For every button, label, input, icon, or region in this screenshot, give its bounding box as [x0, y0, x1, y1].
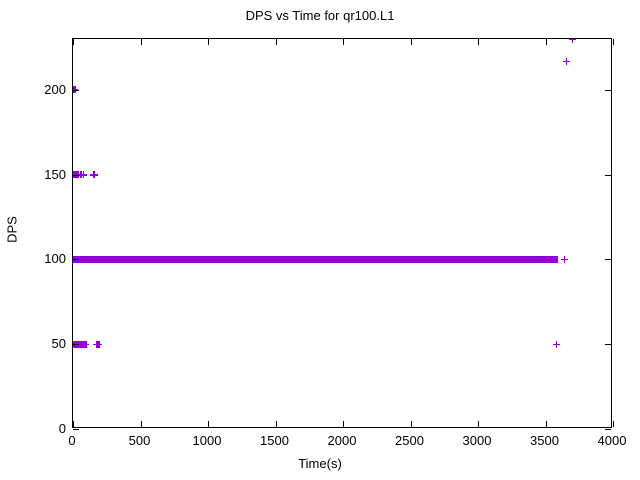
x-tick-mark [478, 421, 479, 427]
y-tick-mark-right [605, 259, 611, 261]
x-tick-mark-top [410, 39, 412, 45]
x-tick-mark-top [208, 39, 209, 45]
x-tick-label: 1500 [260, 433, 289, 448]
data-point [95, 340, 103, 348]
x-tick-label: 0 [68, 433, 76, 448]
y-tick-mark [73, 429, 79, 430]
y-tick-label: 50 [51, 336, 66, 352]
x-tick-label: 4000 [597, 433, 627, 448]
data-point [89, 171, 97, 179]
y-tick-label: 200 [44, 81, 66, 97]
x-axis-title: Time(s) [298, 456, 342, 471]
data-point [91, 171, 99, 179]
data-point [560, 255, 568, 263]
dense-data-band [73, 255, 559, 263]
x-tick-label: 3500 [530, 433, 559, 448]
data-point [79, 171, 87, 179]
data-series-layer [73, 39, 611, 427]
y-tick-mark [73, 259, 79, 261]
data-point [80, 340, 88, 348]
x-tick-mark [613, 421, 614, 427]
y-tick-label: 0 [58, 421, 66, 436]
x-tick-mark [208, 421, 209, 427]
x-tick-label: 2000 [327, 433, 357, 448]
x-tick-mark [343, 421, 344, 427]
x-tick-label: 3000 [462, 433, 492, 448]
x-tick-mark [410, 421, 412, 427]
y-tick-mark [73, 174, 79, 176]
x-tick-label: 2500 [395, 433, 424, 448]
x-tick-mark-top [73, 39, 74, 45]
x-tick-mark-top [343, 39, 344, 45]
x-tick-mark-top [140, 39, 142, 45]
data-point [78, 340, 86, 348]
plot-area [72, 38, 614, 430]
x-tick-mark [275, 421, 277, 427]
y-axis-title: DPS [4, 216, 20, 243]
data-point [569, 39, 576, 43]
data-point [552, 340, 560, 348]
y-tick-label: 100 [44, 251, 66, 267]
x-tick-label: 1000 [192, 433, 222, 448]
y-tick-mark [73, 344, 79, 346]
x-tick-mark-top [545, 39, 547, 45]
y-tick-mark-right [605, 344, 611, 346]
x-tick-mark-top [613, 39, 614, 45]
x-tick-mark [73, 421, 74, 427]
x-tick-mark [140, 421, 142, 427]
data-point [82, 340, 90, 348]
y-tick-mark [73, 89, 79, 91]
chart-title: DPS vs Time for qr100.L1 [245, 8, 395, 23]
y-tick-mark-right [605, 89, 611, 91]
x-tick-mark-top [478, 39, 479, 45]
x-tick-label: 500 [128, 433, 151, 448]
data-point [78, 171, 85, 179]
x-tick-mark [545, 421, 547, 427]
y-tick-mark-right [605, 174, 611, 176]
y-tick-label: 150 [44, 166, 66, 182]
x-tick-mark-top [275, 39, 277, 45]
data-point [93, 340, 101, 348]
y-tick-mark-right [605, 429, 611, 430]
